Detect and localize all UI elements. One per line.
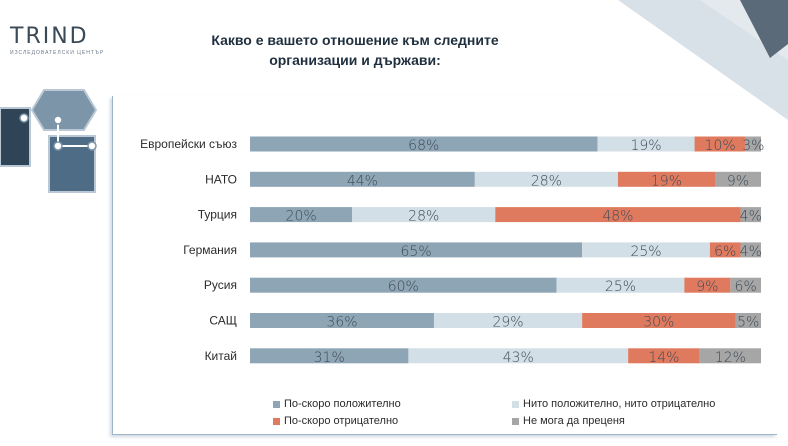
data-label: 25% bbox=[605, 279, 636, 295]
legend-swatch bbox=[273, 418, 280, 425]
category-label: Русия bbox=[204, 278, 237, 292]
data-label: 9% bbox=[696, 279, 718, 295]
chart-title: Какво е вашето отношение към следните ор… bbox=[211, 32, 499, 68]
data-label: 29% bbox=[492, 315, 523, 331]
data-label: 36% bbox=[326, 315, 357, 331]
logo: TRIND ИЗСЛЕДОВАТЕЛСКИ ЦЕНТЪР bbox=[10, 24, 110, 57]
legend-label: Нито положително, нито отрицателно bbox=[523, 398, 716, 410]
data-label: 10% bbox=[705, 138, 736, 154]
data-label: 44% bbox=[347, 173, 378, 189]
data-label: 28% bbox=[408, 209, 439, 225]
bar-segment-series-4 bbox=[740, 207, 761, 223]
category-label: Турция bbox=[198, 208, 237, 222]
bar-segment-series-4 bbox=[745, 136, 761, 152]
bar-segment-series-3 bbox=[709, 242, 741, 258]
bar-segment-series-4 bbox=[735, 313, 761, 328]
data-label: 19% bbox=[651, 173, 682, 189]
bar-segment-series-4 bbox=[730, 277, 761, 293]
logo-subtitle: ИЗСЛЕДОВАТЕЛСКИ ЦЕНТЪР bbox=[10, 50, 105, 56]
bar-segment-series-2 bbox=[597, 136, 695, 152]
data-label: 6% bbox=[735, 279, 757, 295]
bar-segment-series-2 bbox=[433, 313, 583, 328]
data-label: 68% bbox=[408, 138, 439, 154]
bar-segment-series-3 bbox=[684, 277, 731, 293]
bar-segment-series-1 bbox=[250, 207, 353, 223]
data-label: 28% bbox=[531, 173, 562, 189]
bar-segment-series-1 bbox=[250, 277, 557, 293]
bar-segment-series-2 bbox=[474, 171, 618, 187]
legend-label: По-скоро отрицателно bbox=[284, 415, 399, 427]
data-label: 20% bbox=[286, 209, 317, 225]
data-label: 5% bbox=[737, 315, 759, 331]
legend-swatch bbox=[273, 401, 280, 408]
data-label: 14% bbox=[648, 350, 679, 366]
category-label: Китай bbox=[205, 349, 237, 363]
bar-segment-series-1 bbox=[250, 313, 434, 328]
category-label: Европейски съюз bbox=[140, 137, 237, 151]
bar-segment-series-1 bbox=[250, 242, 583, 258]
category-label: Германия bbox=[183, 243, 237, 257]
data-label: 4% bbox=[740, 209, 762, 225]
bar-segment-series-2 bbox=[582, 242, 710, 258]
bar-segment-series-1 bbox=[250, 348, 409, 364]
category-label: САЩ bbox=[209, 314, 237, 328]
bar-segment-series-4 bbox=[715, 171, 761, 187]
legend-swatch bbox=[512, 418, 519, 425]
data-label: 30% bbox=[643, 315, 674, 331]
legend-label: По-скоро положително bbox=[284, 398, 401, 410]
category-label: НАТО bbox=[205, 172, 237, 186]
data-label: 4% bbox=[740, 244, 762, 260]
data-label: 6% bbox=[714, 244, 736, 260]
bar-segment-series-1 bbox=[250, 171, 475, 187]
bar-segment-series-4 bbox=[699, 348, 761, 364]
bar-segment-series-1 bbox=[250, 136, 598, 152]
data-label: 31% bbox=[314, 350, 345, 366]
bar-segment-series-2 bbox=[556, 277, 685, 293]
data-label: 9% bbox=[727, 173, 749, 189]
bar-segment-series-2 bbox=[352, 207, 496, 223]
legend-swatch bbox=[512, 401, 519, 408]
legend-label: Не мога да преценя bbox=[523, 415, 625, 427]
data-label: 43% bbox=[503, 350, 534, 366]
data-label: 19% bbox=[630, 138, 661, 154]
data-label: 60% bbox=[388, 279, 419, 295]
data-label: 3% bbox=[742, 138, 764, 154]
data-label: 25% bbox=[630, 244, 661, 260]
logo-wordmark: TRIND bbox=[10, 24, 89, 49]
bar-segment-series-3 bbox=[617, 171, 716, 187]
data-label: 48% bbox=[602, 209, 633, 225]
chart-frame bbox=[112, 96, 777, 435]
bar-segment-series-3 bbox=[628, 348, 700, 364]
bar-segment-series-3 bbox=[582, 313, 736, 328]
data-label: 65% bbox=[401, 244, 432, 260]
bar-segment-series-3 bbox=[495, 207, 741, 223]
bar-segment-series-2 bbox=[408, 348, 629, 364]
data-label: 12% bbox=[715, 350, 746, 366]
bar-segment-series-4 bbox=[740, 242, 761, 258]
bar-segment-series-3 bbox=[694, 136, 746, 152]
